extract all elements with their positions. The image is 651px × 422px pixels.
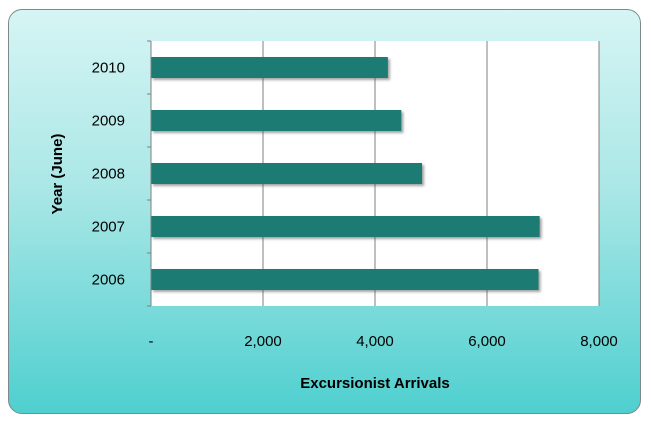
x-tick-label: 6,000 xyxy=(468,333,506,350)
bar-2007 xyxy=(151,216,540,237)
bar-2008 xyxy=(151,163,423,184)
y-axis-title: Year (June) xyxy=(49,134,66,215)
bars xyxy=(151,57,540,290)
x-tick-label: 4,000 xyxy=(356,333,394,350)
x-tick-label: 8,000 xyxy=(580,333,618,350)
y-tick-label: 2007 xyxy=(92,219,125,236)
x-tick-label: - xyxy=(149,333,154,350)
bar-2009 xyxy=(151,110,402,131)
bar-2006 xyxy=(151,269,539,290)
y-tick-label: 2008 xyxy=(92,166,125,183)
y-tick-label: 2009 xyxy=(92,113,125,130)
bar-2010 xyxy=(151,57,388,78)
y-tick-label: 2010 xyxy=(92,60,125,77)
x-axis-title: Excursionist Arrivals xyxy=(300,375,450,392)
x-tick-labels: - 2,000 4,000 6,000 8,000 xyxy=(149,333,618,350)
x-tick-label: 2,000 xyxy=(244,333,282,350)
y-tick-labels: 2010 2009 2008 2007 2006 xyxy=(92,60,125,289)
y-tick-label: 2006 xyxy=(92,272,125,289)
